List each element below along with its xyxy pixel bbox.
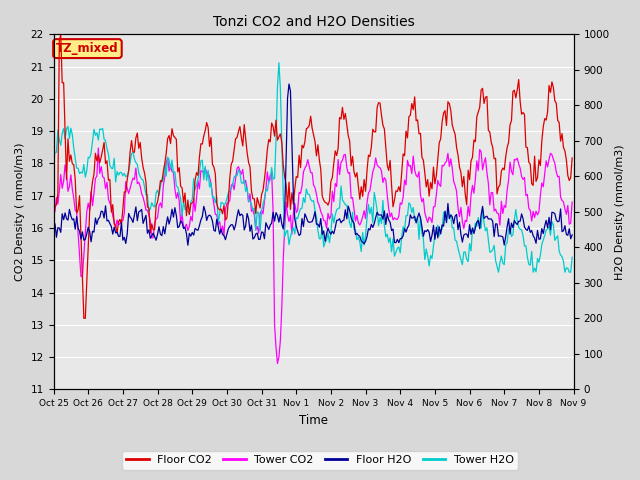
Y-axis label: H2O Density (mmol/m3): H2O Density (mmol/m3) (615, 144, 625, 280)
Y-axis label: CO2 Density ( mmol/m3): CO2 Density ( mmol/m3) (15, 143, 25, 281)
X-axis label: Time: Time (299, 414, 328, 427)
Title: Tonzi CO2 and H2O Densities: Tonzi CO2 and H2O Densities (212, 15, 415, 29)
Text: TZ_mixed: TZ_mixed (56, 42, 119, 55)
Legend: Floor CO2, Tower CO2, Floor H2O, Tower H2O: Floor CO2, Tower CO2, Floor H2O, Tower H… (122, 451, 518, 469)
